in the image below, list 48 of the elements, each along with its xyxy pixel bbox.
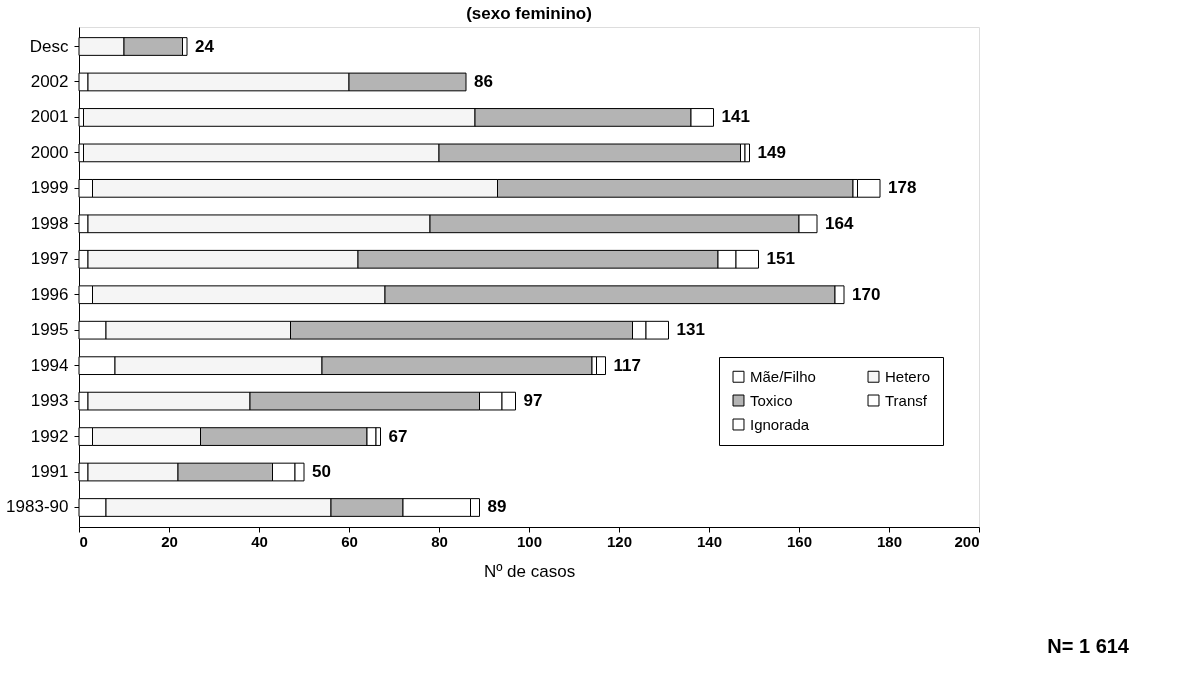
total-label: 24 xyxy=(195,36,215,56)
total-label: 97 xyxy=(523,391,543,411)
y-tick-label: 2001 xyxy=(30,107,69,127)
y-tick-label: 1983-90 xyxy=(6,497,69,517)
total-label: 67 xyxy=(388,426,408,446)
x-tick-label: 60 xyxy=(341,532,358,550)
total-label: 131 xyxy=(676,320,705,340)
y-tick-label: 1993 xyxy=(30,391,69,411)
total-label: 141 xyxy=(721,107,750,127)
total-label: 89 xyxy=(487,497,507,517)
y-tick-label: 1996 xyxy=(30,284,69,304)
y-tick-label: Desc xyxy=(29,36,69,56)
y-tick-label: 2002 xyxy=(30,71,69,91)
y-tick-label: 1991 xyxy=(30,462,69,482)
x-tick-label: 80 xyxy=(431,532,448,550)
x-tick-label: 160 xyxy=(786,532,813,550)
chart-title: (sexo feminino) xyxy=(466,4,592,23)
x-tick-label: 40 xyxy=(251,532,268,550)
legend-label: Hetero xyxy=(885,367,931,385)
x-tick-label: 200 xyxy=(954,532,980,550)
y-tick-label: 1995 xyxy=(30,320,69,340)
x-tick-label: 100 xyxy=(516,532,543,550)
total-label: 178 xyxy=(888,178,917,198)
y-tick-label: 1992 xyxy=(30,426,69,446)
bar xyxy=(744,143,750,163)
text: N= 1 614 xyxy=(1047,635,1130,657)
y-tick-label: 2000 xyxy=(30,142,69,162)
total-label: 50 xyxy=(312,462,331,482)
y-tick-label: 1994 xyxy=(30,355,69,375)
total-label: 170 xyxy=(852,284,881,304)
legend-label: Ignorada xyxy=(750,415,810,433)
x-tick-label: 180 xyxy=(876,532,903,550)
y-tick-label: 1999 xyxy=(30,178,69,198)
x-axis-title: Nº de casos xyxy=(483,561,576,581)
x-tick-label: 120 xyxy=(606,532,633,550)
x-tick-label: 140 xyxy=(696,532,723,550)
total-label: 151 xyxy=(766,249,795,269)
x-tick-label: 0 xyxy=(79,532,88,550)
total-label: 86 xyxy=(474,71,493,91)
total-label: 117 xyxy=(613,355,641,375)
y-tick-label: 1998 xyxy=(30,213,69,233)
total-label: 149 xyxy=(757,142,786,162)
y-tick-label: 1997 xyxy=(30,249,69,269)
legend-label: Toxico xyxy=(750,391,793,409)
x-tick-label: 20 xyxy=(161,532,178,550)
total-label: 164 xyxy=(825,213,854,233)
legend-label: Transf xyxy=(885,391,928,409)
legend-label: Mãe/Filho xyxy=(750,367,816,385)
